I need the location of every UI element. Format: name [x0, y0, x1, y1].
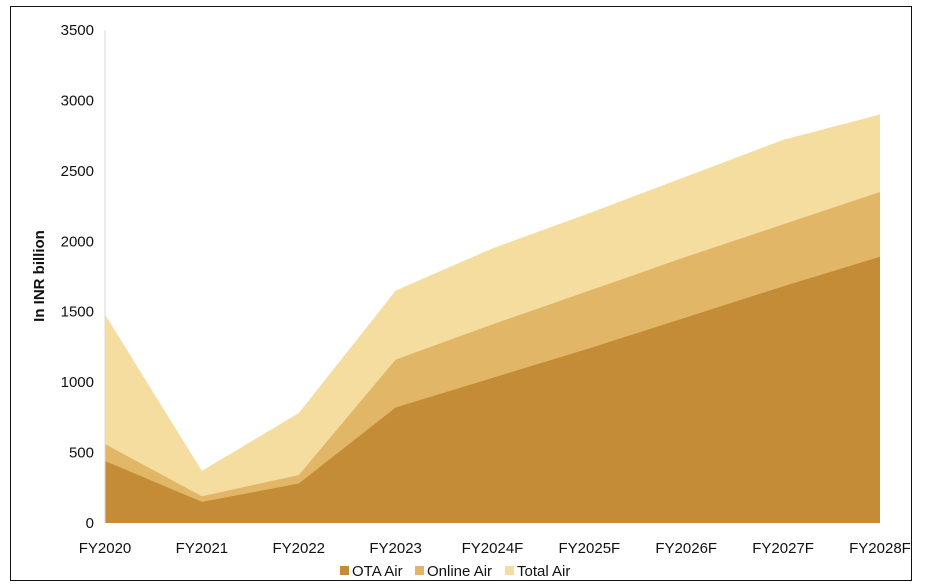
- y-tick-label: 1500: [61, 304, 94, 321]
- x-tick-label: FY2028F: [849, 540, 911, 557]
- x-axis: FY2020 FY2021 FY2022 FY2023 FY2024F FY2025F FY…: [79, 540, 911, 557]
- x-tick-label: FY2026F: [655, 540, 717, 557]
- legend-item-ota-air: OTA Air: [340, 563, 403, 580]
- legend-label: OTA Air: [352, 563, 403, 580]
- y-tick-label: 2000: [61, 233, 94, 250]
- x-tick-label: FY2020: [79, 540, 132, 557]
- y-tick-label: 3500: [61, 22, 94, 39]
- y-tick-label: 2500: [61, 163, 94, 180]
- x-tick-label: FY2024F: [462, 540, 524, 557]
- area-layer: [105, 114, 880, 523]
- legend: OTA Air Online Air Total Air: [340, 563, 570, 580]
- y-tick-label: 3000: [61, 92, 94, 109]
- y-axis-label: In INR billion: [31, 230, 48, 322]
- area-series-ota-air: [105, 256, 880, 523]
- legend-swatch: [415, 566, 424, 575]
- x-tick-label: FY2025F: [559, 540, 621, 557]
- y-tick-label: 500: [69, 445, 94, 462]
- x-tick-label: FY2022: [272, 540, 325, 557]
- legend-swatch: [505, 566, 514, 575]
- x-tick-label: FY2023: [369, 540, 422, 557]
- legend-item-online-air: Online Air: [415, 563, 492, 580]
- x-tick-label: FY2027F: [752, 540, 814, 557]
- x-tick-label: FY2021: [176, 540, 229, 557]
- legend-label: Online Air: [427, 563, 492, 580]
- y-axis: 0 500 1000 1500 2000 2500 3000 3500: [61, 22, 106, 532]
- legend-item-total-air: Total Air: [505, 563, 570, 580]
- y-tick-label: 1000: [61, 374, 94, 391]
- y-tick-label: 0: [86, 515, 94, 532]
- legend-swatch: [340, 566, 349, 575]
- legend-label: Total Air: [517, 563, 570, 580]
